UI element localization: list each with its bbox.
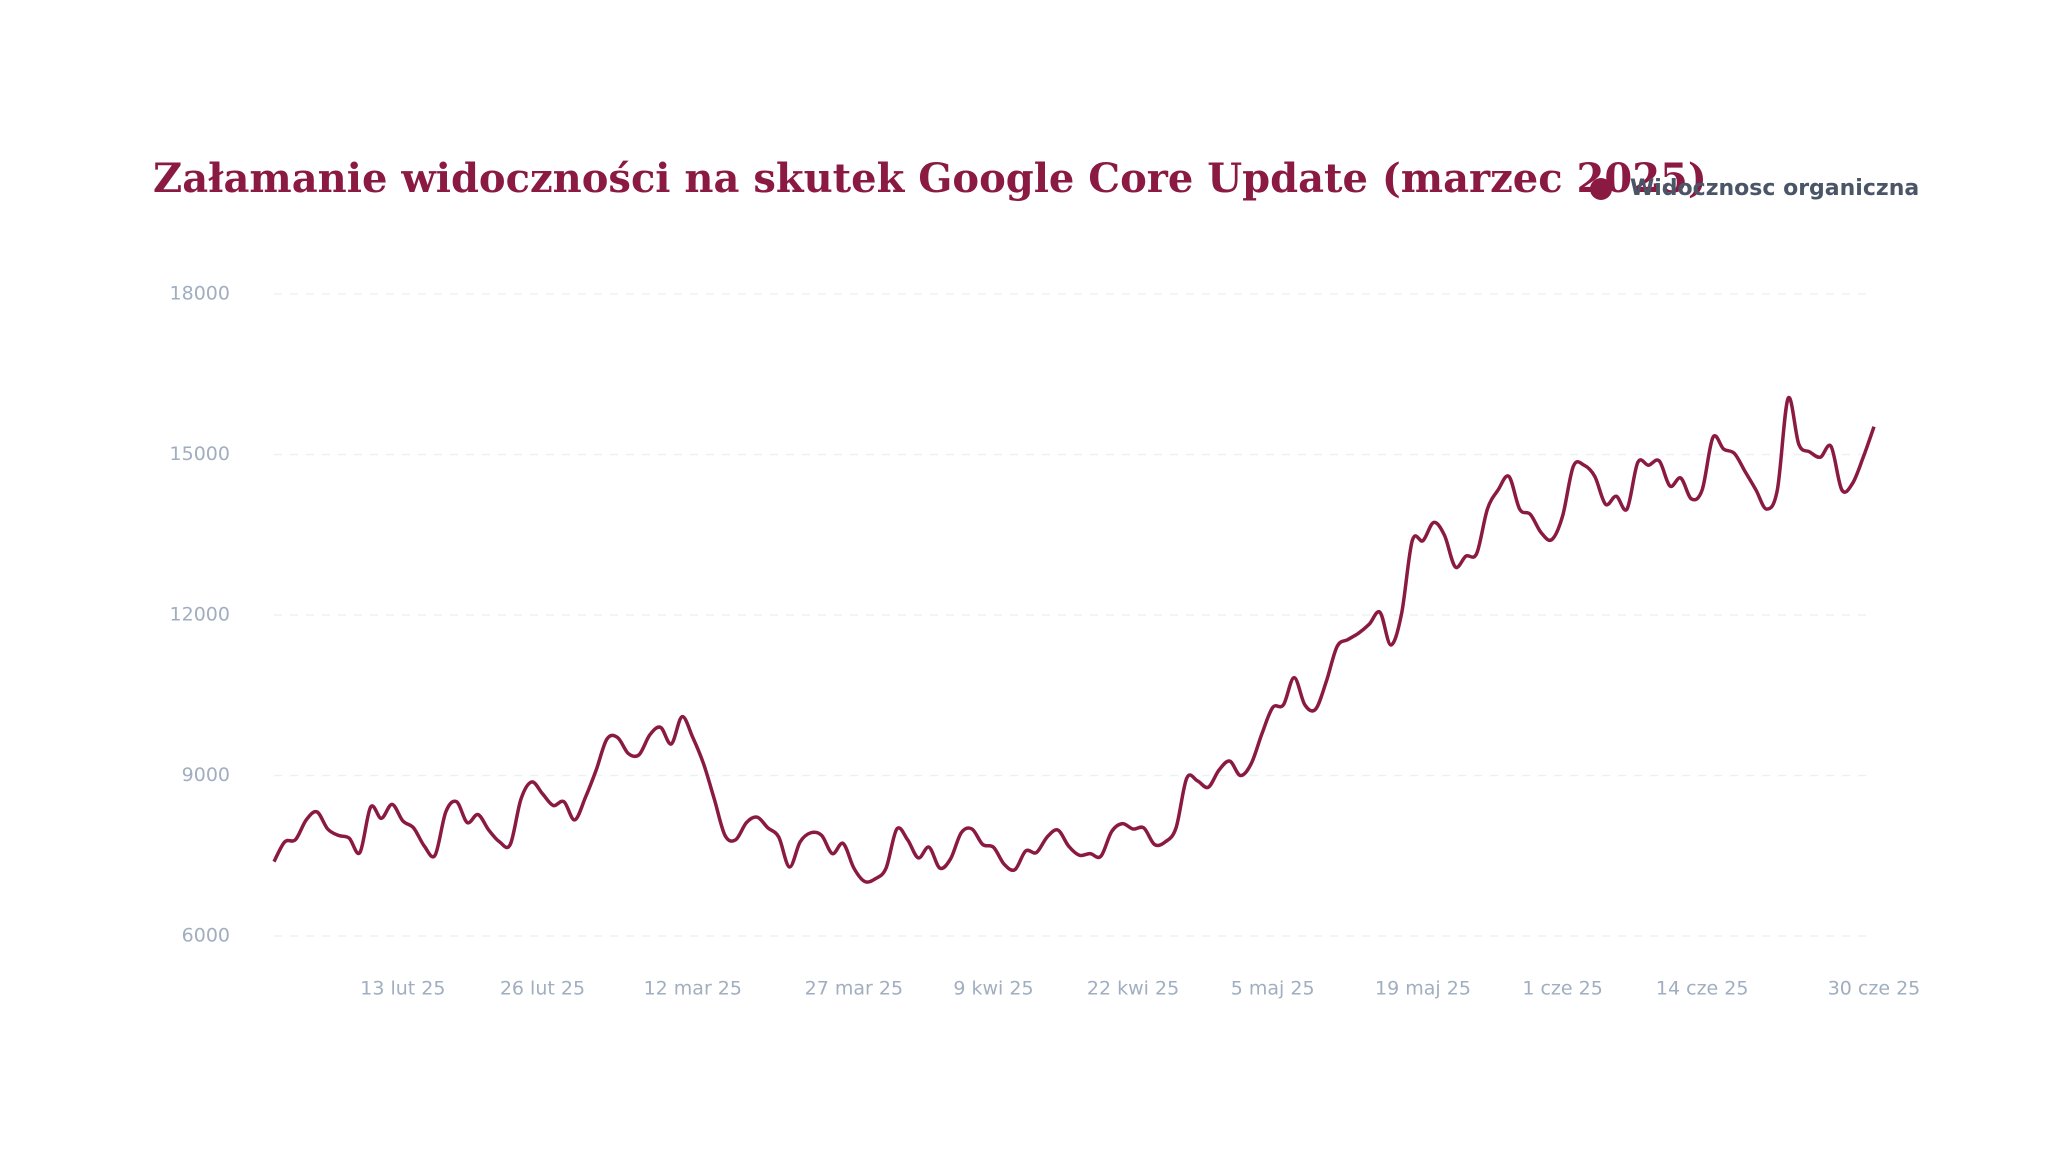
chart-title: Załamanie widoczności na skutek Google C… [153,155,1707,202]
x-tick-label: 27 mar 25 [805,978,903,1000]
line [272,396,1876,884]
x-tick-label: 22 kwi 25 [1087,978,1179,1000]
y-tick-label: 18000 [170,283,230,305]
y-tick-label: 15000 [170,443,230,465]
x-tick-label: 5 maj 25 [1231,978,1315,1000]
x-tick-label: 12 mar 25 [644,978,742,1000]
y-tick-label: 6000 [182,925,230,947]
y-tick-label: 12000 [170,604,230,626]
x-tick-label: 13 lut 25 [360,978,445,1000]
x-tick-label: 30 cze 25 [1828,978,1921,1000]
x-tick-label: 14 cze 25 [1656,978,1749,1000]
legend-marker [1590,178,1612,200]
y-tick-label: 9000 [182,764,230,786]
x-tick-label: 26 lut 25 [500,978,585,1000]
x-tick-label: 19 maj 25 [1375,978,1471,1000]
legend-label: Widocznosc organiczna [1630,176,1919,201]
x-tick-label: 1 cze 25 [1522,978,1602,1000]
x-tick-label: 9 kwi 25 [953,978,1033,1000]
